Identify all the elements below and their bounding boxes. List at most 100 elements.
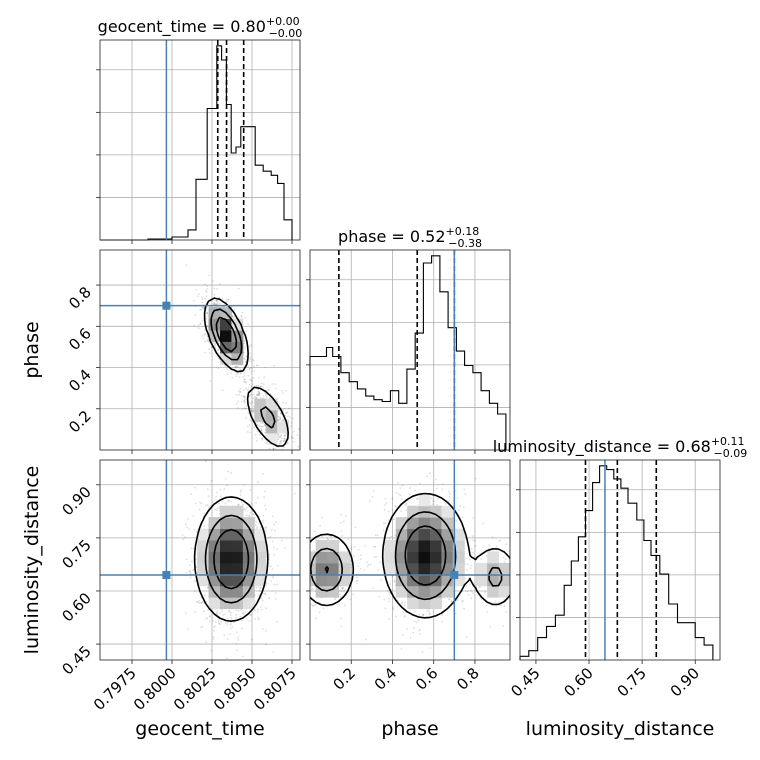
sample-point	[313, 549, 315, 552]
sample-point	[252, 383, 254, 386]
sample-point	[373, 545, 375, 548]
sample-point	[238, 390, 240, 393]
sample-point	[394, 505, 397, 508]
sample-point	[258, 522, 261, 525]
sample-point	[216, 287, 219, 290]
sample-point	[338, 593, 341, 595]
sample-point	[399, 494, 402, 497]
sample-point	[226, 638, 229, 641]
sample-point	[281, 419, 283, 422]
sample-point	[205, 290, 208, 292]
luminosity_distance-histogram-grid	[520, 460, 720, 660]
sample-point	[279, 417, 282, 420]
sample-point	[281, 389, 283, 392]
sample-point	[343, 589, 346, 591]
sample-point	[244, 398, 246, 401]
sample-point	[385, 537, 387, 540]
sample-point	[340, 513, 343, 516]
density-cell	[487, 551, 500, 564]
sample-point	[421, 651, 424, 654]
sample-point	[253, 396, 256, 398]
truth-marker	[162, 301, 171, 310]
sample-point	[474, 539, 477, 542]
sample-point	[204, 504, 207, 507]
sample-point	[310, 586, 313, 589]
density-cell	[231, 597, 244, 610]
sample-point	[263, 425, 265, 427]
sample-point	[203, 610, 206, 613]
sample-point	[259, 385, 262, 388]
sample-point	[384, 522, 387, 524]
phase-title: phase = 0.52+0.18 −0.38	[338, 225, 482, 250]
sample-point	[322, 607, 325, 610]
sample-point	[247, 387, 250, 390]
sample-point	[204, 333, 207, 336]
sample-point	[202, 337, 205, 340]
sample-point	[261, 425, 264, 428]
sample-point	[257, 610, 259, 613]
sample-point	[204, 340, 206, 343]
sample-point	[340, 625, 343, 628]
sample-point	[234, 366, 237, 369]
sample-point	[249, 356, 252, 359]
sample-point	[201, 301, 204, 304]
sample-point	[321, 535, 323, 538]
sample-point	[272, 448, 275, 450]
sample-point	[185, 571, 188, 574]
geocent_time-vs-luminosity_distance-contours	[193, 496, 269, 622]
sample-point	[282, 401, 285, 404]
sample-point	[250, 408, 252, 410]
sample-point	[215, 491, 218, 494]
sample-point	[188, 528, 190, 531]
density-cell	[220, 551, 232, 564]
sample-point	[235, 373, 238, 376]
sample-point	[388, 600, 390, 603]
sample-point	[257, 388, 260, 391]
density-cell	[384, 562, 397, 575]
sample-point	[273, 546, 275, 549]
sample-point	[210, 346, 213, 349]
sample-point	[485, 555, 488, 557]
sample-point	[464, 493, 467, 496]
sample-point	[256, 364, 259, 367]
sample-point	[243, 399, 246, 402]
sample-point	[185, 523, 187, 526]
phase-histogram-steps	[309, 255, 507, 450]
sample-point	[194, 314, 197, 316]
sample-point	[215, 300, 218, 303]
density-cell	[498, 585, 510, 598]
sample-point	[216, 610, 219, 612]
density-cell	[395, 551, 408, 564]
sample-point	[245, 514, 248, 516]
sample-point	[369, 563, 372, 566]
contour-line	[324, 525, 447, 586]
sample-point	[235, 614, 238, 616]
sample-point	[359, 567, 362, 570]
sample-point	[450, 600, 453, 603]
sample-point	[254, 433, 257, 436]
sample-point	[255, 364, 258, 367]
contour-line	[310, 511, 503, 601]
sample-point	[199, 601, 202, 604]
density-cell	[208, 597, 221, 610]
sample-point	[463, 488, 466, 491]
density-cell	[430, 540, 442, 552]
sample-point	[252, 393, 255, 396]
sample-point	[223, 634, 226, 636]
sample-point	[249, 614, 252, 617]
sample-point	[463, 506, 465, 509]
sample-point	[274, 529, 276, 532]
sample-point	[237, 636, 240, 639]
sample-point	[279, 418, 282, 421]
sample-point	[428, 610, 431, 613]
sample-point	[249, 344, 252, 346]
sample-point	[270, 393, 272, 396]
density-cell	[208, 574, 221, 587]
sample-point	[224, 364, 227, 367]
sample-point	[235, 365, 238, 368]
sample-point	[245, 360, 247, 363]
sample-point	[262, 473, 265, 475]
sample-point	[421, 613, 424, 616]
sample-point	[462, 599, 464, 602]
density-cell	[487, 585, 500, 598]
